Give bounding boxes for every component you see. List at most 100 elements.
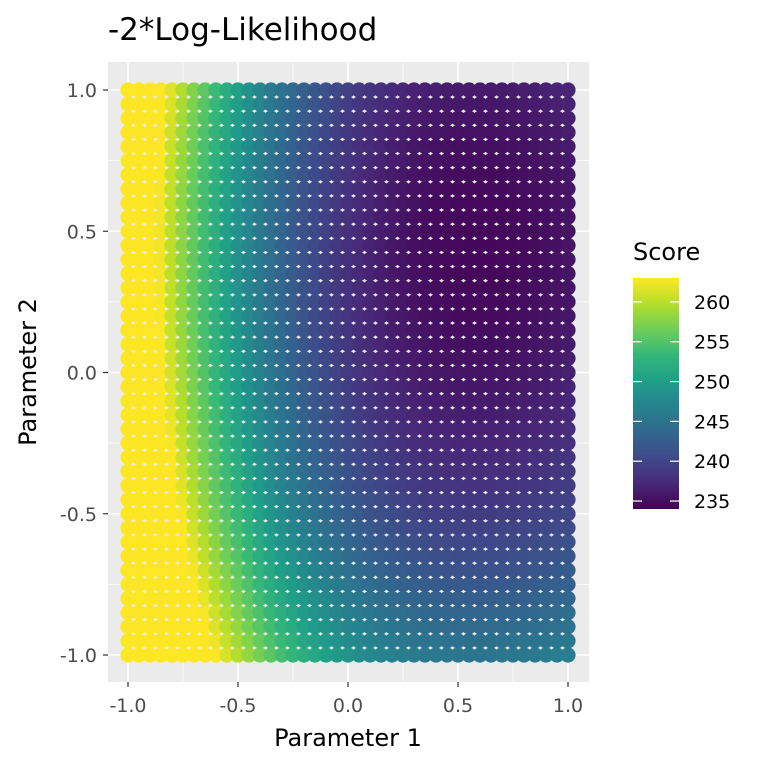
data-point <box>527 237 543 253</box>
data-point <box>241 294 257 310</box>
data-point <box>549 364 565 381</box>
data-point <box>285 96 301 112</box>
data-point <box>329 463 345 479</box>
data-point <box>538 421 554 437</box>
data-point <box>153 266 169 282</box>
data-point <box>362 421 378 437</box>
data-point <box>505 477 521 494</box>
data-point <box>120 336 136 352</box>
data-point <box>549 421 565 437</box>
data-point <box>538 124 554 140</box>
data-point <box>494 548 510 564</box>
data-point <box>450 379 466 395</box>
data-point <box>450 124 466 140</box>
data-point <box>461 506 477 522</box>
data-point <box>230 562 246 578</box>
data-point <box>362 266 378 282</box>
data-point <box>175 393 191 409</box>
data-point <box>373 379 389 395</box>
data-point <box>318 477 334 494</box>
data-point <box>208 647 224 663</box>
data-point <box>153 605 169 621</box>
data-point <box>230 251 246 268</box>
data-point <box>142 82 158 98</box>
data-point <box>516 548 532 564</box>
data-point <box>538 576 554 592</box>
data-point <box>439 350 455 366</box>
data-point <box>351 138 367 155</box>
data-point <box>450 506 466 522</box>
data-point <box>131 181 147 197</box>
data-point <box>219 322 235 338</box>
data-point <box>307 336 323 352</box>
data-point <box>505 562 521 578</box>
data-point <box>175 506 191 522</box>
data-point <box>439 647 455 663</box>
data-point <box>538 548 554 564</box>
data-point <box>362 435 378 451</box>
data-point <box>549 336 565 352</box>
data-point <box>208 435 224 451</box>
data-point <box>549 96 565 112</box>
data-point <box>483 407 499 423</box>
data-point <box>549 124 565 140</box>
data-point <box>461 463 477 479</box>
data-point <box>186 576 202 592</box>
data-point <box>263 506 279 522</box>
data-point <box>373 393 389 409</box>
data-point <box>208 153 224 169</box>
data-point <box>362 364 378 381</box>
data-point <box>549 605 565 621</box>
data-point <box>549 633 565 649</box>
data-point <box>428 449 444 465</box>
data-point <box>483 82 499 98</box>
data-point <box>230 167 246 183</box>
data-point <box>208 477 224 494</box>
data-point <box>274 110 290 126</box>
data-point <box>153 393 169 409</box>
data-point <box>131 520 147 536</box>
data-point <box>153 590 169 607</box>
data-point <box>241 619 257 635</box>
data-point <box>153 82 169 98</box>
data-point <box>516 251 532 268</box>
data-point <box>461 647 477 663</box>
data-point <box>164 195 180 211</box>
data-point <box>241 153 257 169</box>
data-point <box>241 364 257 381</box>
data-point <box>439 506 455 522</box>
x-tick-label: 1.0 <box>553 695 583 717</box>
data-point <box>263 280 279 296</box>
data-point <box>373 633 389 649</box>
data-point <box>483 605 499 621</box>
data-point <box>197 336 213 352</box>
data-point <box>538 223 554 239</box>
data-point <box>450 110 466 126</box>
data-point <box>329 562 345 578</box>
data-point <box>263 336 279 352</box>
data-point <box>494 477 510 494</box>
data-point <box>197 153 213 169</box>
data-point <box>120 195 136 211</box>
data-point <box>296 223 312 239</box>
data-point <box>406 520 422 536</box>
data-point <box>439 195 455 211</box>
data-point <box>362 96 378 112</box>
data-point <box>494 251 510 268</box>
data-point <box>329 280 345 296</box>
data-point <box>153 407 169 423</box>
data-point <box>351 124 367 140</box>
data-point <box>527 167 543 183</box>
data-point <box>516 350 532 366</box>
data-point <box>164 421 180 437</box>
data-point <box>472 463 488 479</box>
data-point <box>362 181 378 197</box>
data-point <box>318 463 334 479</box>
data-point <box>560 167 576 183</box>
data-point <box>395 421 411 437</box>
data-point <box>142 96 158 112</box>
data-point <box>142 576 158 592</box>
data-point <box>197 477 213 494</box>
data-point <box>362 506 378 522</box>
